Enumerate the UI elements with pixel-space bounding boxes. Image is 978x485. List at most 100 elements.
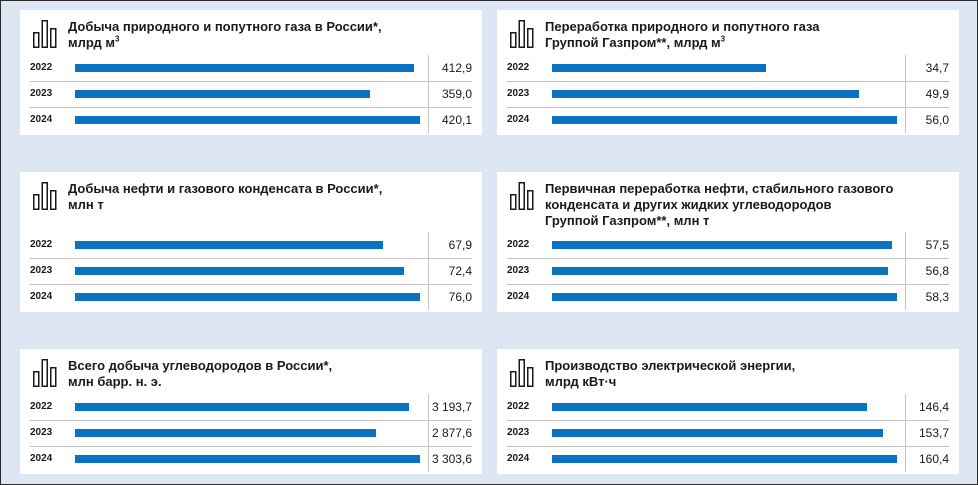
value-label: 49,9 [925,87,949,101]
bar-2024 [75,116,420,124]
value-divider [428,232,429,258]
title-line-1: Добыча нефти и газового конденсата в Рос… [68,181,383,196]
bar-row-2022: 2022 67,9 [30,232,472,259]
bar-2024 [75,293,420,301]
year-label: 2022 [30,62,53,73]
title-line-1: Производство электрической энергии, [545,358,796,373]
value-label: 359,0 [441,87,472,101]
bar-2023 [552,429,883,437]
value-divider [428,81,429,107]
value-divider [428,420,429,446]
bar-row-2022: 2022 34,7 [507,55,949,82]
bar-2022 [75,241,383,249]
panel-oil-refining: Первичная переработка нефти, стабильного… [497,172,959,312]
value-divider [428,55,429,81]
bar-2024 [75,455,420,463]
title-line-1: Всего добыча углеводородов в России*, [68,358,333,373]
value-divider [428,284,429,310]
bar-2022 [552,241,892,249]
year-label: 2024 [507,291,530,302]
year-label: 2022 [507,401,530,412]
title-line-2: млрд м [68,35,115,50]
bar-2024 [552,293,897,301]
value-divider [905,258,906,284]
value-label: 67,9 [448,238,472,252]
title-line-2: млрд кВт·ч [545,374,617,389]
bar-row-2024: 2024 56,0 [507,107,949,133]
year-label: 2023 [507,265,530,276]
bar-2023 [552,90,859,98]
value-label: 146,4 [918,400,949,414]
year-label: 2023 [507,88,530,99]
value-label: 2 877,6 [431,426,472,440]
bar-chart-icon [510,182,534,210]
year-label: 2024 [507,453,530,464]
value-label: 34,7 [925,61,949,75]
value-label: 56,0 [925,113,949,127]
value-divider [905,284,906,310]
bar-row-2023: 2023 153,7 [507,420,949,447]
panel-title: Всего добыча углеводородов в России*, мл… [68,358,468,390]
bar-row-2022: 2022 57,5 [507,232,949,259]
panel-hydrocarbons-total: Всего добыча углеводородов в России*, мл… [20,349,482,474]
value-label: 58,3 [925,290,949,304]
value-label: 57,5 [925,238,949,252]
value-divider [428,446,429,472]
year-label: 2022 [507,62,530,73]
year-label: 2024 [30,291,53,302]
value-divider [905,420,906,446]
bar-2022 [75,403,409,411]
value-label: 153,7 [918,426,949,440]
year-label: 2024 [507,114,530,125]
year-label: 2023 [30,265,53,276]
value-divider [905,55,906,81]
panel-title: Переработка природного и попутного газа … [545,19,945,51]
bar-row-2023: 2023 2 877,6 [30,420,472,447]
value-divider [905,232,906,258]
bar-2022 [75,64,414,72]
panel-title: Производство электрической энергии, млрд… [545,358,945,390]
bar-2023 [75,90,370,98]
value-divider [428,394,429,420]
title-line-2: млн т [68,197,104,212]
title-line-2: Группой Газпром**, млрд м [545,35,721,50]
panel-gas-processing: Переработка природного и попутного газа … [497,10,959,135]
bar-2022 [552,403,867,411]
value-label: 3 303,6 [431,452,472,466]
title-line-1: Первичная переработка нефти, стабильного… [545,181,894,196]
value-label: 56,8 [925,264,949,278]
bar-2023 [75,429,376,437]
value-label: 160,4 [918,452,949,466]
bar-row-2024: 2024 420,1 [30,107,472,133]
bar-row-2022: 2022 412,9 [30,55,472,82]
bar-row-2022: 2022 146,4 [507,394,949,421]
value-divider [428,107,429,133]
bar-row-2023: 2023 359,0 [30,81,472,108]
panel-title: Добыча природного и попутного газа в Рос… [68,19,468,51]
value-divider [905,107,906,133]
year-label: 2024 [30,453,53,464]
value-divider [905,394,906,420]
value-label: 412,9 [441,61,472,75]
bar-2023 [552,267,888,275]
bar-2022 [552,64,766,72]
bar-row-2023: 2023 56,8 [507,258,949,285]
bar-2023 [75,267,404,275]
bar-row-2024: 2024 3 303,6 [30,446,472,472]
value-divider [905,446,906,472]
year-label: 2022 [30,239,53,250]
bar-2024 [552,116,897,124]
title-line-2: конденсата и других жидких углеводородов [545,197,832,212]
bar-chart-icon [33,20,57,48]
panel-oil-production: Добыча нефти и газового конденсата в Рос… [20,172,482,312]
title-line-1: Добыча природного и попутного газа в Рос… [68,19,382,34]
bar-2024 [552,455,897,463]
year-label: 2023 [30,88,53,99]
bar-row-2022: 2022 3 193,7 [30,394,472,421]
title-line-2: млн барр. н. э. [68,374,162,389]
bar-row-2024: 2024 160,4 [507,446,949,472]
value-label: 72,4 [448,264,472,278]
value-divider [905,81,906,107]
bar-chart-icon [33,359,57,387]
